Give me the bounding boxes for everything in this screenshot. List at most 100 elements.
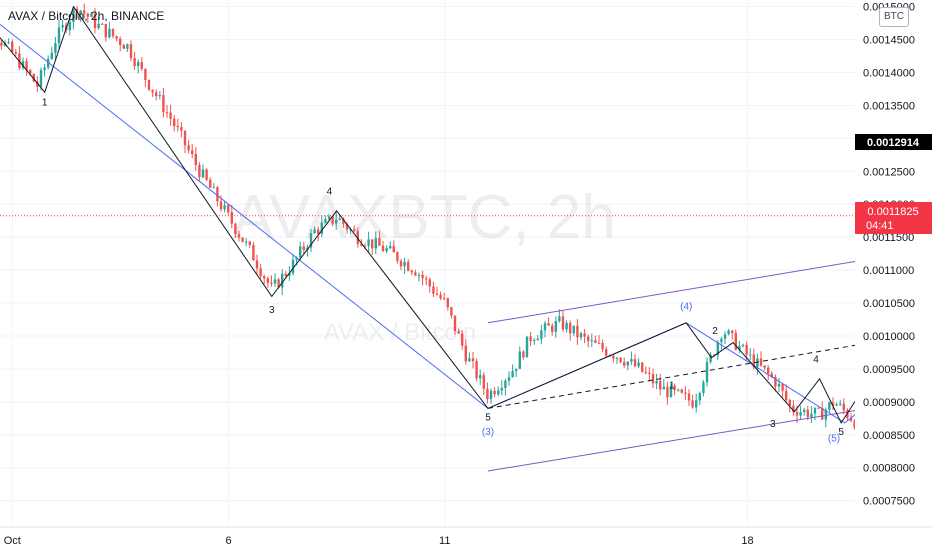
candle-body — [641, 362, 644, 372]
candle-body — [849, 417, 853, 421]
price-tick-label: 0.0014500 — [863, 35, 915, 47]
candle-body — [752, 354, 755, 368]
candle-body — [835, 404, 838, 406]
candle-body — [777, 383, 781, 387]
candle-body — [633, 359, 637, 367]
candle-body — [680, 389, 683, 393]
candle-body — [273, 279, 277, 284]
candle-body — [648, 372, 651, 374]
candle-body — [255, 260, 259, 269]
candle-body — [540, 330, 543, 339]
candle-body — [194, 153, 197, 166]
candle-body — [767, 367, 770, 374]
candle-body — [313, 229, 316, 234]
candle-body — [853, 420, 856, 428]
candle-body — [219, 201, 223, 210]
candle-body — [522, 351, 525, 358]
candle-body — [252, 244, 255, 261]
candle-body — [11, 41, 14, 52]
candle-body — [378, 237, 381, 246]
price-tick-label: 0.0012500 — [863, 166, 915, 178]
candle-body — [471, 358, 475, 362]
wave-label-black: 4 — [327, 186, 333, 197]
candle-body — [43, 67, 46, 71]
candle-body — [263, 276, 266, 279]
candle-body — [291, 259, 295, 274]
candle-body — [518, 351, 521, 369]
target-price-value: 0.0012914 — [867, 137, 920, 149]
price-tick-label: 0.0008500 — [863, 430, 915, 442]
candle-body — [241, 237, 244, 242]
wave-label-blue: (4) — [680, 302, 692, 313]
time-tick-label: 11 — [439, 535, 450, 547]
candle-body — [597, 342, 601, 344]
price-tick-label: 0.0014000 — [863, 67, 915, 79]
candle-body — [705, 361, 709, 383]
watermark-symbol: AVAXBTC, 2h — [232, 183, 616, 252]
candle-body — [79, 10, 82, 14]
candle-body — [662, 386, 665, 390]
wave-label-black: 1 — [669, 381, 675, 392]
candle-body — [259, 268, 262, 277]
candle-body — [68, 21, 71, 31]
candle-body — [738, 346, 741, 350]
candle-body — [655, 380, 658, 384]
chart-grid — [0, 0, 855, 527]
wave-label-black: 2 — [712, 326, 718, 337]
currency-button[interactable]: BTC — [879, 7, 909, 27]
candle-body — [97, 23, 100, 28]
candle-body — [126, 44, 129, 49]
candle-body — [806, 409, 809, 418]
candle-body — [443, 298, 446, 300]
candle-body — [461, 333, 464, 346]
candle-body — [489, 390, 493, 399]
price-tick-label: 0.0008000 — [863, 463, 915, 475]
wave-label-black: 5 — [838, 427, 844, 438]
candle-body — [547, 323, 550, 326]
candle-body — [173, 118, 176, 126]
candle-body — [162, 95, 165, 113]
candle-body — [281, 273, 284, 288]
candle-body — [723, 334, 727, 339]
price-axis-bg — [855, 0, 932, 550]
candle-body — [417, 274, 421, 276]
candle-body — [821, 407, 824, 420]
candle-body — [230, 212, 233, 224]
candle-body — [25, 61, 28, 70]
candle-body — [788, 400, 791, 406]
time-axis[interactable]: Oct 6 11 18 — [0, 526, 932, 550]
candle-body — [698, 393, 701, 401]
candle-body — [425, 278, 428, 280]
price-axis[interactable]: 0.00150000.00145000.00140000.00135000.00… — [855, 0, 932, 550]
candle-body — [731, 330, 734, 333]
candle-body — [205, 169, 208, 180]
candle-body — [630, 359, 633, 362]
candles-layer — [0, 3, 932, 430]
candle-body — [428, 279, 431, 287]
wave-label-blue: (3) — [482, 427, 494, 438]
candle-body — [515, 368, 518, 372]
candle-body — [158, 95, 161, 97]
watermark-name: AVAX / Bitcoin — [324, 319, 477, 346]
time-tick-label: Oct — [4, 535, 21, 547]
candle-body — [673, 385, 676, 391]
candle-body — [583, 333, 586, 337]
candle-body — [133, 58, 136, 67]
candle-body — [792, 405, 795, 413]
candle-body — [824, 409, 827, 420]
candle-body — [536, 338, 539, 341]
candle-body — [137, 62, 140, 67]
candle-body — [165, 112, 169, 114]
candle-body — [759, 358, 763, 366]
candle-body — [594, 340, 597, 343]
price-tick-label: 0.0007500 — [863, 496, 915, 508]
candle-body — [309, 233, 313, 248]
candle-body — [209, 179, 212, 188]
candle-body — [486, 388, 489, 399]
price-badges: 0.0012914 0.0011825 04:41 — [855, 134, 932, 234]
candle-body — [21, 61, 25, 69]
candle-body — [774, 376, 777, 387]
candle-body — [342, 218, 345, 225]
candle-body — [392, 245, 395, 253]
